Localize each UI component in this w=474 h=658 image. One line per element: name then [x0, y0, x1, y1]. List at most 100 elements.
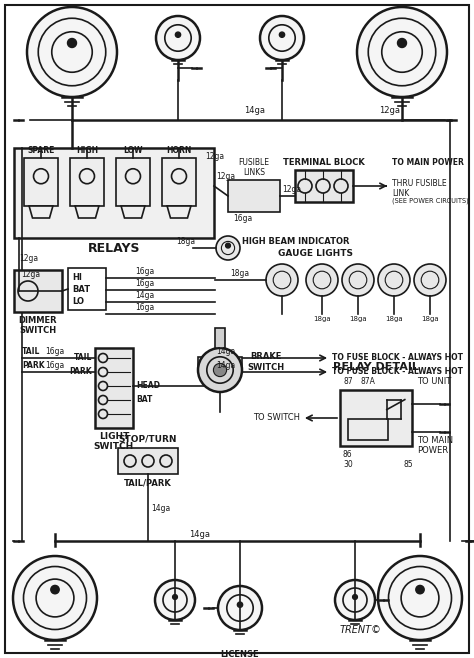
- Polygon shape: [29, 206, 53, 218]
- Text: 18ga: 18ga: [349, 316, 367, 322]
- Circle shape: [67, 39, 76, 47]
- Circle shape: [279, 32, 285, 38]
- Circle shape: [213, 363, 227, 376]
- Text: TO FUSE BLOCK - ALWAYS HOT: TO FUSE BLOCK - ALWAYS HOT: [332, 368, 463, 376]
- Text: LO: LO: [72, 297, 84, 307]
- Bar: [95, 348, 133, 428]
- Text: 86: 86: [343, 450, 353, 459]
- Circle shape: [342, 264, 374, 296]
- Text: 18ga: 18ga: [313, 316, 331, 322]
- Text: DIMMER
SWITCH: DIMMER SWITCH: [18, 316, 57, 336]
- Bar: [116, 158, 150, 206]
- Circle shape: [51, 586, 59, 594]
- Text: 85: 85: [404, 460, 414, 469]
- Text: RELAYS: RELAYS: [88, 242, 140, 255]
- Polygon shape: [75, 206, 99, 218]
- Text: TO MAIN
POWER: TO MAIN POWER: [417, 436, 453, 455]
- Circle shape: [378, 556, 462, 640]
- Circle shape: [237, 602, 243, 607]
- Circle shape: [306, 264, 338, 296]
- Text: BAT: BAT: [136, 395, 152, 405]
- Bar: [228, 180, 280, 212]
- Text: 16ga: 16ga: [136, 279, 155, 288]
- Circle shape: [353, 595, 357, 599]
- Text: 12ga: 12ga: [205, 152, 224, 161]
- Text: TERMINAL BLOCK: TERMINAL BLOCK: [283, 158, 365, 167]
- Bar: [14, 270, 62, 312]
- Circle shape: [218, 586, 262, 630]
- Text: (SEE POWER CIRCUITS): (SEE POWER CIRCUITS): [392, 198, 469, 205]
- Bar: [348, 419, 388, 440]
- Text: HIGH BEAM INDICATOR: HIGH BEAM INDICATOR: [242, 237, 349, 246]
- Text: 14ga: 14ga: [216, 361, 235, 370]
- Bar: [340, 390, 412, 446]
- Circle shape: [378, 264, 410, 296]
- Bar: [118, 448, 178, 474]
- Text: HIGH: HIGH: [76, 146, 98, 155]
- Text: PARK: PARK: [22, 361, 45, 370]
- Text: 87: 87: [343, 377, 353, 386]
- Text: TO SWITCH: TO SWITCH: [253, 413, 300, 422]
- Text: 12ga: 12ga: [380, 106, 401, 115]
- Circle shape: [414, 264, 446, 296]
- Text: HI: HI: [72, 274, 82, 282]
- Text: 12ga: 12ga: [282, 185, 301, 194]
- Circle shape: [416, 586, 424, 594]
- Text: TO FUSE BLOCK - ALWAYS HOT: TO FUSE BLOCK - ALWAYS HOT: [332, 353, 463, 363]
- Circle shape: [216, 236, 240, 260]
- Text: TO MAIN POWER: TO MAIN POWER: [392, 158, 464, 167]
- Text: 16ga: 16ga: [136, 267, 155, 276]
- Circle shape: [335, 580, 375, 620]
- Text: 18ga: 18ga: [421, 316, 439, 322]
- Text: TRENT©: TRENT©: [340, 625, 382, 635]
- Circle shape: [27, 7, 117, 97]
- Text: 87A: 87A: [361, 377, 375, 386]
- Bar: [198, 357, 242, 370]
- Text: 14ga: 14ga: [151, 504, 170, 513]
- Text: LICENSE
LIGHT: LICENSE LIGHT: [221, 650, 259, 658]
- Circle shape: [173, 595, 177, 599]
- Text: 12ga: 12ga: [216, 172, 235, 181]
- Circle shape: [398, 39, 407, 47]
- Text: THRU FUSIBLE
LINK: THRU FUSIBLE LINK: [392, 179, 447, 199]
- Text: 16ga: 16ga: [136, 303, 155, 312]
- Bar: [14, 148, 214, 238]
- Bar: [162, 158, 196, 206]
- Bar: [215, 328, 225, 348]
- Text: 18ga: 18ga: [230, 269, 250, 278]
- Circle shape: [260, 16, 304, 60]
- Text: HORN: HORN: [166, 146, 191, 155]
- Text: GAUGE LIGHTS: GAUGE LIGHTS: [278, 249, 353, 258]
- Text: 14ga: 14ga: [245, 106, 265, 115]
- Text: 16ga: 16ga: [46, 361, 64, 370]
- Text: TO UNIT: TO UNIT: [417, 377, 451, 386]
- Circle shape: [226, 243, 230, 248]
- Text: TAIL: TAIL: [22, 347, 40, 356]
- Text: LIGHT
SWITCH: LIGHT SWITCH: [94, 432, 134, 451]
- Text: BAT: BAT: [72, 286, 90, 295]
- Text: LOW: LOW: [123, 146, 143, 155]
- Text: TAIL/PARK: TAIL/PARK: [124, 478, 172, 487]
- Polygon shape: [167, 206, 191, 218]
- Text: SPARE: SPARE: [27, 146, 55, 155]
- Bar: [295, 170, 353, 202]
- Circle shape: [266, 264, 298, 296]
- Text: 18ga: 18ga: [385, 316, 403, 322]
- Text: 16ga: 16ga: [233, 214, 252, 223]
- Text: FUSIBLE
LINKS: FUSIBLE LINKS: [238, 158, 270, 177]
- Text: RELAY DETAIL: RELAY DETAIL: [333, 362, 419, 372]
- Text: 12ga: 12ga: [19, 254, 38, 263]
- Text: 16ga: 16ga: [46, 347, 64, 356]
- Text: 18ga: 18ga: [176, 237, 195, 246]
- Text: 14ga: 14ga: [136, 291, 155, 300]
- Text: STOP/TURN: STOP/TURN: [119, 435, 177, 444]
- Circle shape: [13, 556, 97, 640]
- Text: 14ga: 14ga: [216, 347, 235, 356]
- Polygon shape: [121, 206, 145, 218]
- Circle shape: [156, 16, 200, 60]
- Circle shape: [155, 580, 195, 620]
- Circle shape: [198, 348, 242, 392]
- Text: BRAKE
SWITCH: BRAKE SWITCH: [247, 352, 284, 372]
- Text: 30: 30: [343, 460, 353, 469]
- Text: TAIL: TAIL: [73, 353, 92, 363]
